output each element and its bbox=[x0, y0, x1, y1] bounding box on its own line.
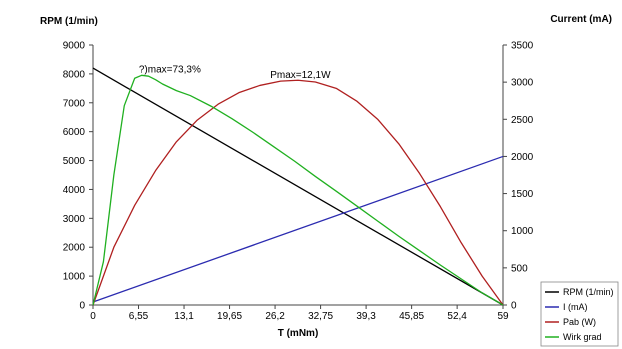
x-axis-title: T (mNm) bbox=[278, 328, 319, 339]
x-tick-label: 0 bbox=[90, 311, 96, 322]
legend-label: Wirk grad bbox=[563, 332, 602, 342]
legend-label: I (mA) bbox=[563, 302, 588, 312]
x-tick-label: 39,3 bbox=[356, 311, 376, 322]
chart-annotation: ?)max=73,3% bbox=[139, 64, 201, 75]
y-right-tick-label: 3000 bbox=[511, 78, 534, 89]
series-line-rpm-1-min bbox=[92, 67, 504, 306]
y-axis-right-title: Current (mA) bbox=[550, 14, 612, 25]
x-tick-label: 59 bbox=[497, 311, 509, 322]
x-tick-label: 52,4 bbox=[447, 311, 467, 322]
y-left-tick-label: 5000 bbox=[63, 156, 86, 167]
x-tick-label: 6,55 bbox=[129, 311, 149, 322]
y-right-tick-label: 500 bbox=[511, 263, 528, 274]
y-left-tick-label: 0 bbox=[79, 301, 85, 312]
x-tick-label: 45,85 bbox=[399, 311, 424, 322]
y-left-tick-label: 6000 bbox=[63, 127, 86, 138]
series-line-pab-w bbox=[92, 79, 504, 306]
y-right-tick-label: 3500 bbox=[511, 41, 534, 52]
series-line-i-ma bbox=[92, 155, 504, 303]
y-left-tick-label: 2000 bbox=[63, 243, 86, 254]
legend-label: RPM (1/min) bbox=[563, 287, 614, 297]
y-left-tick-label: 4000 bbox=[63, 185, 86, 196]
y-right-tick-label: 0 bbox=[511, 301, 517, 312]
chart-annotation: Pmax=12,1W bbox=[270, 70, 331, 81]
y-left-tick-label: 9000 bbox=[63, 41, 86, 52]
y-right-tick-label: 1500 bbox=[511, 189, 534, 200]
y-left-tick-label: 7000 bbox=[63, 98, 86, 109]
x-tick-label: 26,2 bbox=[265, 311, 285, 322]
series-line-wirk-grad bbox=[92, 74, 504, 306]
y-left-tick-label: 1000 bbox=[63, 272, 86, 283]
x-tick-label: 19,65 bbox=[217, 311, 242, 322]
legend-label: Pab (W) bbox=[563, 317, 596, 327]
x-tick-label: 32,75 bbox=[308, 311, 333, 322]
y-right-tick-label: 1000 bbox=[511, 226, 534, 237]
y-left-tick-label: 8000 bbox=[63, 69, 86, 80]
y-axis-left-title: RPM (1/min) bbox=[40, 16, 98, 27]
x-tick-label: 13,1 bbox=[174, 311, 194, 322]
y-right-tick-label: 2500 bbox=[511, 115, 534, 126]
y-left-tick-label: 3000 bbox=[63, 214, 86, 225]
y-right-tick-label: 2000 bbox=[511, 152, 534, 163]
